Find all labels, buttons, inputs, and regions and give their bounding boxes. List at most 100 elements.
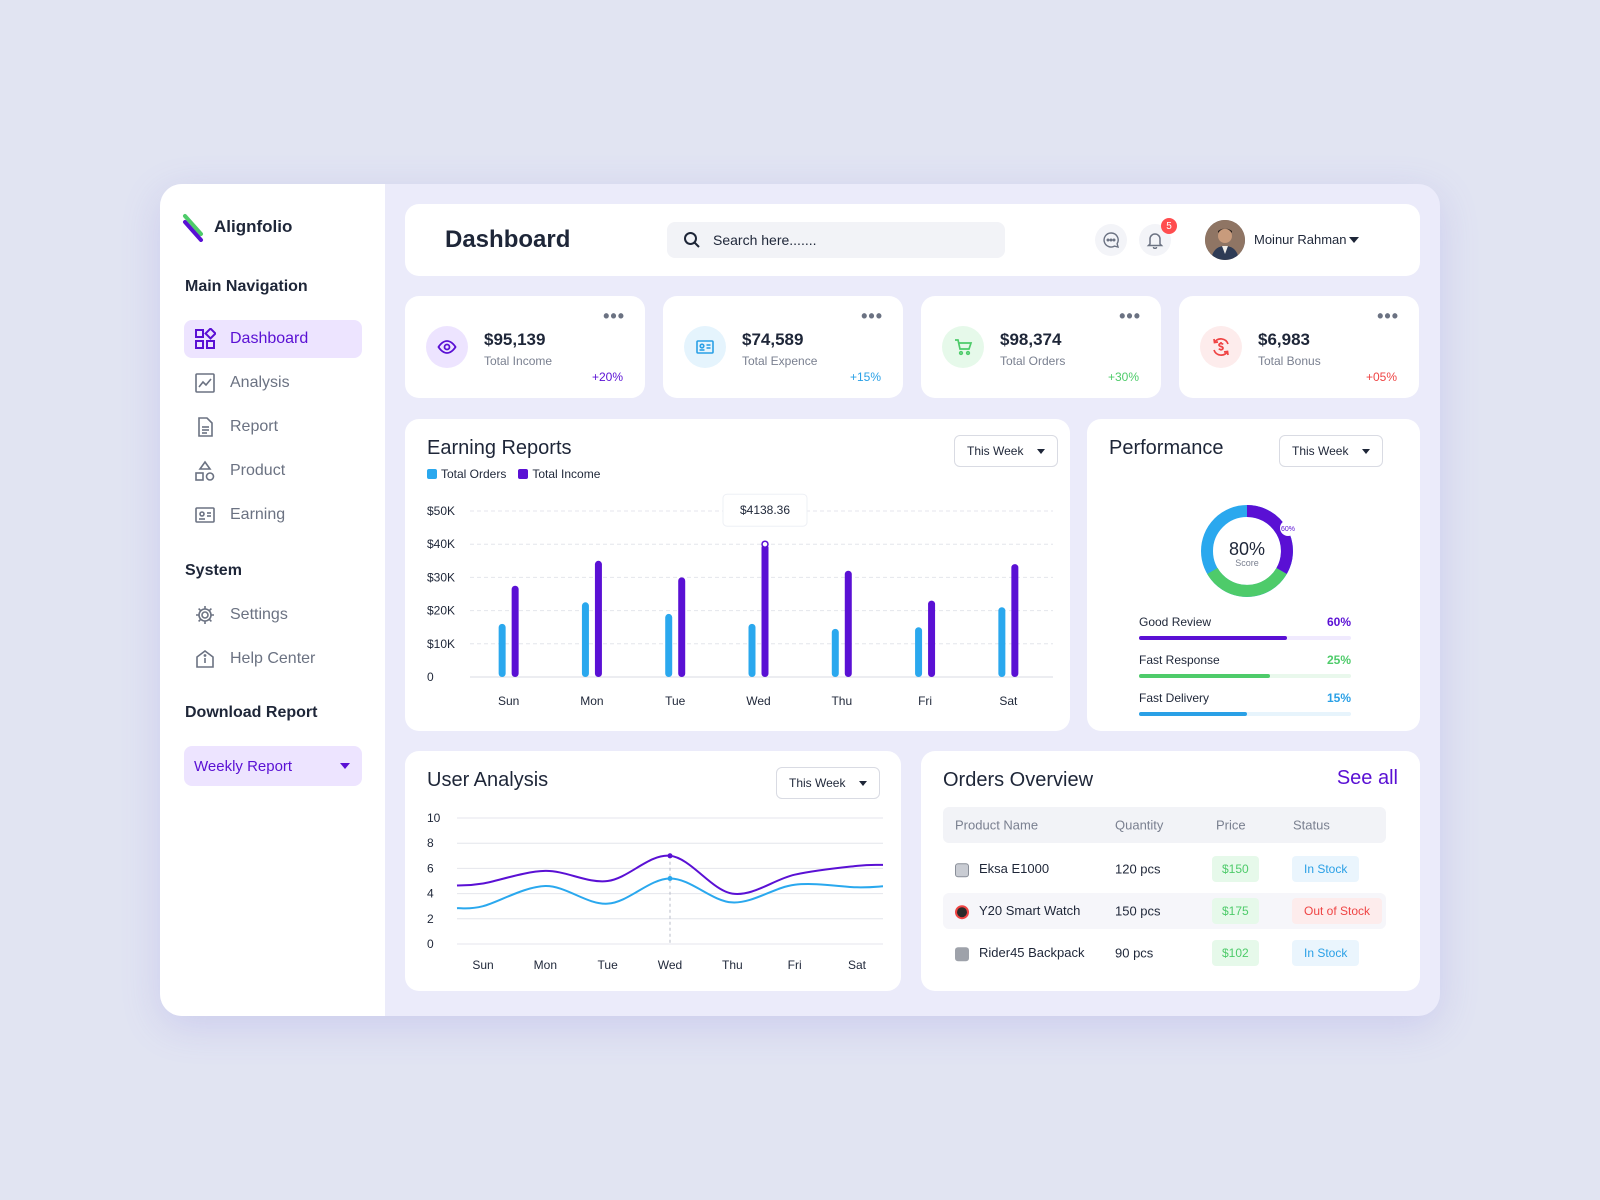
column-header[interactable]: Price (1216, 817, 1246, 833)
stat-change: +20% (591, 370, 623, 384)
select-value: This Week (967, 444, 1024, 458)
sidebar-item-product[interactable]: Product (184, 452, 362, 490)
sidebar-item-label: Help Center (230, 650, 316, 667)
more-options-icon[interactable]: ••• (1377, 306, 1399, 326)
table-row[interactable]: Eksa E1000 120 pcs $150 In Stock (943, 851, 1386, 887)
bar-total-income (1011, 564, 1019, 677)
table-row[interactable]: Y20 Smart Watch 150 pcs $175 Out of Stoc… (943, 893, 1386, 929)
x-tick-label: Wed (658, 958, 682, 972)
quantity-cell: 120 pcs (1115, 861, 1161, 877)
user-name[interactable]: Moinur Rahman (1254, 232, 1347, 247)
avatar-image (1205, 220, 1245, 260)
user-analysis-title: User Analysis (427, 769, 549, 791)
search-icon (684, 232, 700, 248)
product-thumbnail-icon (955, 862, 969, 877)
y-tick-label: $10K (427, 637, 455, 651)
x-tick-label: Tue (598, 958, 619, 972)
caret-down-icon (859, 780, 867, 786)
column-header[interactable]: Status (1293, 817, 1330, 833)
perf-row-good-review: Good Review 60% (1139, 615, 1351, 640)
user-analysis-line-chart: 0 2 4 6 8 10 Sun Mon Tue Wed Thu Fri Sat (427, 811, 884, 972)
bar-total-orders (498, 623, 506, 677)
product-thumbnail-icon (955, 904, 969, 919)
sidebar-item-label: Analysis (230, 374, 290, 391)
y-tick-label: 0 (427, 937, 434, 951)
see-all-link[interactable]: See all (1336, 767, 1398, 789)
sidebar-item-earning[interactable]: Earning (184, 496, 362, 534)
money-refresh-icon (1213, 338, 1229, 356)
perf-track (1139, 674, 1351, 678)
bar-total-orders (915, 627, 923, 677)
bar-total-orders (748, 623, 756, 677)
performance-card: Performance This Week 60% 80% Score Good… (1087, 419, 1420, 731)
sidebar-item-label: Dashboard (230, 330, 309, 347)
orders-overview-title: Orders Overview (943, 769, 1094, 791)
sidebar-item-analysis[interactable]: Analysis (184, 364, 362, 402)
avatar[interactable] (1205, 220, 1245, 260)
eye-icon (437, 340, 457, 354)
y-tick-label: $50K (427, 504, 455, 518)
bar-total-orders (831, 628, 839, 677)
user-analysis-card: User Analysis This Week 0 2 4 6 8 10 Sun Mon Tue… (405, 751, 901, 991)
grid-icon (195, 328, 216, 349)
x-tick-label: Fri (788, 958, 802, 972)
score-value: 80% (1229, 539, 1265, 559)
alignfolio-logo-icon (183, 214, 203, 242)
price-badge: $175 (1212, 898, 1259, 924)
bar-total-income (844, 570, 852, 677)
search-bar[interactable] (667, 222, 1005, 258)
donut-segment-green (1207, 567, 1287, 597)
user-menu-caret-icon[interactable] (1349, 237, 1359, 243)
logo[interactable]: Alignfolio (182, 212, 292, 242)
main-nav-title: Main Navigation (185, 278, 308, 295)
messages-button[interactable] (1095, 224, 1127, 256)
stat-card-income: ••• $95,139 Total Income +20% (405, 296, 645, 398)
x-tick-label: Fri (918, 694, 932, 708)
column-header[interactable]: Quantity (1115, 817, 1164, 833)
page-title: Dashboard (445, 226, 571, 253)
stat-change: +05% (1365, 370, 1397, 384)
table-row[interactable]: Rider45 Backpack 90 pcs $102 In Stock (943, 935, 1386, 971)
chart-legend: Total Orders Total Income (427, 467, 600, 481)
id-card-icon (195, 507, 215, 523)
sidebar: Alignfolio Main Navigation Dashboard Ana… (160, 184, 385, 1016)
product-cell: Eksa E1000 (955, 861, 1049, 877)
stat-icon-bubble (684, 326, 726, 368)
search-input[interactable] (713, 232, 973, 248)
legend-item: Total Orders (427, 467, 506, 481)
perf-fill (1139, 636, 1288, 640)
sidebar-item-settings[interactable]: Settings (184, 596, 362, 634)
sidebar-item-report[interactable]: Report (184, 408, 362, 446)
cart-icon (955, 339, 973, 356)
bar-total-orders (581, 602, 589, 677)
more-options-icon[interactable]: ••• (603, 306, 625, 326)
performance-period-select[interactable]: This Week (1279, 435, 1383, 467)
select-value: This Week (789, 776, 846, 790)
more-options-icon[interactable]: ••• (861, 306, 883, 326)
product-name: Y20 Smart Watch (979, 903, 1081, 919)
performance-donut: 60% 80% Score (1201, 505, 1296, 597)
sidebar-item-dashboard[interactable]: Dashboard (184, 320, 362, 358)
perf-fill (1139, 674, 1271, 678)
column-header[interactable]: Product Name (955, 817, 1039, 833)
earning-period-select[interactable]: This Week (954, 435, 1058, 467)
stat-label: Total Expence (742, 354, 818, 368)
shapes-icon (195, 460, 215, 481)
id-card-icon (696, 340, 714, 354)
x-tick-label: Sat (999, 694, 1018, 708)
stat-card-expense: ••• $74,589 Total Expence +15% (663, 296, 903, 398)
user-analysis-period-select[interactable]: This Week (776, 767, 880, 799)
table-header: Product Name Quantity Price Status (943, 807, 1386, 843)
bar-total-income (594, 560, 602, 677)
more-options-icon[interactable]: ••• (1119, 306, 1141, 326)
sidebar-item-label: Report (230, 418, 279, 435)
earning-reports-card: Earning Reports Total Orders Total Incom… (405, 419, 1070, 731)
notifications-button[interactable]: 5 (1139, 218, 1177, 256)
x-tick-label: Sun (498, 694, 519, 708)
stat-change: +15% (849, 370, 881, 384)
y-tick-label: 6 (427, 861, 434, 875)
weekly-report-select[interactable]: Weekly Report (184, 746, 362, 786)
select-value: Weekly Report (194, 757, 293, 775)
y-tick-label: $40K (427, 537, 455, 551)
sidebar-item-help-center[interactable]: Help Center (184, 640, 362, 678)
